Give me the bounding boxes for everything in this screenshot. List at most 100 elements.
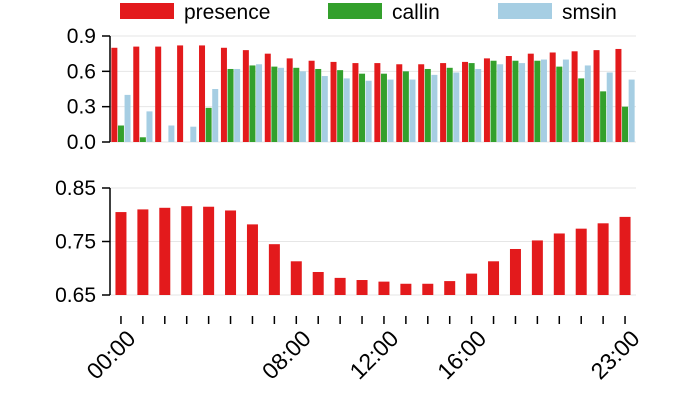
bar-presence-20:00 <box>553 233 565 295</box>
bar-smsin-06:00 <box>256 64 263 142</box>
bar-smsin-22:00 <box>606 72 613 142</box>
bar-callin-08:00 <box>293 67 300 142</box>
bar-smsin-21:00 <box>584 65 591 142</box>
bar-presence-09:00 <box>308 60 315 142</box>
legend-label-smsin: smsin <box>562 1 617 24</box>
bar-presence-03:00 <box>177 45 184 142</box>
bar-presence-13:00 <box>396 64 403 142</box>
x-tick-label: 12:00 <box>344 325 403 384</box>
bar-presence-18:00 <box>505 56 512 143</box>
bar-presence-00:00 <box>111 47 118 142</box>
bar-presence-08:00 <box>290 261 302 295</box>
bar-smsin-04:00 <box>212 89 219 142</box>
bar-presence-20:00 <box>549 52 556 142</box>
bar-presence-22:00 <box>597 223 609 295</box>
bar-presence-14:00 <box>422 283 434 295</box>
legend-swatch-smsin <box>498 3 552 19</box>
bar-presence-17:00 <box>483 58 490 142</box>
bar-smsin-20:00 <box>562 59 569 142</box>
bar-callin-18:00 <box>512 60 519 142</box>
bar-presence-21:00 <box>575 228 587 295</box>
bar-presence-10:00 <box>330 61 337 142</box>
bar-presence-07:00 <box>268 244 280 295</box>
bar-callin-07:00 <box>271 66 278 142</box>
bar-smsin-12:00 <box>387 79 394 142</box>
bar-callin-15:00 <box>446 67 453 142</box>
bar-smsin-13:00 <box>409 79 416 142</box>
bar-smsin-14:00 <box>431 74 438 142</box>
bar-callin-16:00 <box>468 63 475 142</box>
bar-callin-17:00 <box>490 60 497 142</box>
bar-smsin-05:00 <box>234 68 241 142</box>
bar-presence-22:00 <box>593 50 600 143</box>
bar-presence-05:00 <box>220 47 227 142</box>
bar-smsin-19:00 <box>540 59 547 142</box>
bar-callin-20:00 <box>556 66 563 142</box>
bar-callin-14:00 <box>424 68 431 142</box>
bar-presence-00:00 <box>115 212 127 295</box>
bar-presence-12:00 <box>378 281 390 295</box>
bar-callin-05:00 <box>227 68 234 142</box>
legend: presence callin smsin <box>120 1 617 24</box>
bar-presence-23:00 <box>615 48 622 143</box>
bar-callin-10:00 <box>337 70 344 142</box>
bar-callin-22:00 <box>600 91 607 142</box>
bar-callin-12:00 <box>380 73 387 142</box>
top-bar-chart: 0.0 0.3 0.6 0.9 <box>67 25 636 154</box>
bar-smsin-07:00 <box>277 67 284 142</box>
legend-label-presence: presence <box>184 1 270 24</box>
bar-smsin-02:00 <box>168 125 175 142</box>
bar-presence-07:00 <box>264 53 271 142</box>
legend-label-callin: callin <box>392 1 440 24</box>
bar-presence-14:00 <box>418 64 425 142</box>
bar-smsin-01:00 <box>146 111 153 142</box>
bar-presence-05:00 <box>225 210 237 295</box>
bar-smsin-16:00 <box>475 68 482 142</box>
bottom-bar-chart: 0.65 0.75 0.85 <box>55 177 636 307</box>
bar-smsin-10:00 <box>343 78 350 142</box>
bar-callin-13:00 <box>402 71 409 142</box>
bar-smsin-11:00 <box>365 80 372 142</box>
bar-callin-06:00 <box>249 65 256 142</box>
bar-presence-16:00 <box>462 61 469 142</box>
bar-presence-11:00 <box>356 280 368 295</box>
bar-presence-21:00 <box>571 51 578 142</box>
x-axis: 00:00 08:00 12:00 16:00 23:00 <box>81 316 645 384</box>
top-y-tick-label: 0.3 <box>67 96 96 119</box>
bar-smsin-18:00 <box>519 63 526 142</box>
bar-presence-01:00 <box>137 209 149 295</box>
bar-presence-12:00 <box>374 63 381 142</box>
bar-smsin-00:00 <box>124 94 131 142</box>
bar-smsin-23:00 <box>628 79 635 142</box>
bar-presence-09:00 <box>312 271 324 295</box>
bar-presence-13:00 <box>400 283 412 295</box>
legend-swatch-callin <box>328 3 382 19</box>
bar-smsin-03:00 <box>190 126 197 142</box>
bar-smsin-09:00 <box>321 76 328 142</box>
bar-smsin-17:00 <box>497 64 504 142</box>
x-tick-label: 08:00 <box>257 325 316 384</box>
bar-presence-18:00 <box>509 248 521 295</box>
bar-presence-03:00 <box>181 206 193 295</box>
bar-presence-11:00 <box>352 63 359 142</box>
bar-presence-02:00 <box>155 46 162 142</box>
legend-swatch-presence <box>120 3 174 19</box>
bar-smsin-15:00 <box>453 72 460 142</box>
bar-presence-15:00 <box>440 63 447 142</box>
bar-presence-08:00 <box>286 58 293 142</box>
bar-presence-15:00 <box>444 281 456 295</box>
bar-callin-11:00 <box>359 73 366 142</box>
x-tick-label: 00:00 <box>81 325 140 384</box>
bar-callin-09:00 <box>315 68 322 142</box>
bottom-y-tick-label: 0.65 <box>55 284 96 307</box>
top-y-tick-label: 0.6 <box>67 60 96 83</box>
bottom-y-tick-label: 0.85 <box>55 177 96 200</box>
bar-callin-21:00 <box>578 78 585 142</box>
bar-presence-02:00 <box>159 207 171 295</box>
bar-callin-04:00 <box>205 107 212 142</box>
bar-presence-10:00 <box>334 277 346 295</box>
bottom-y-tick-label: 0.75 <box>55 231 96 254</box>
bar-presence-06:00 <box>242 50 249 143</box>
bar-presence-06:00 <box>246 224 258 295</box>
